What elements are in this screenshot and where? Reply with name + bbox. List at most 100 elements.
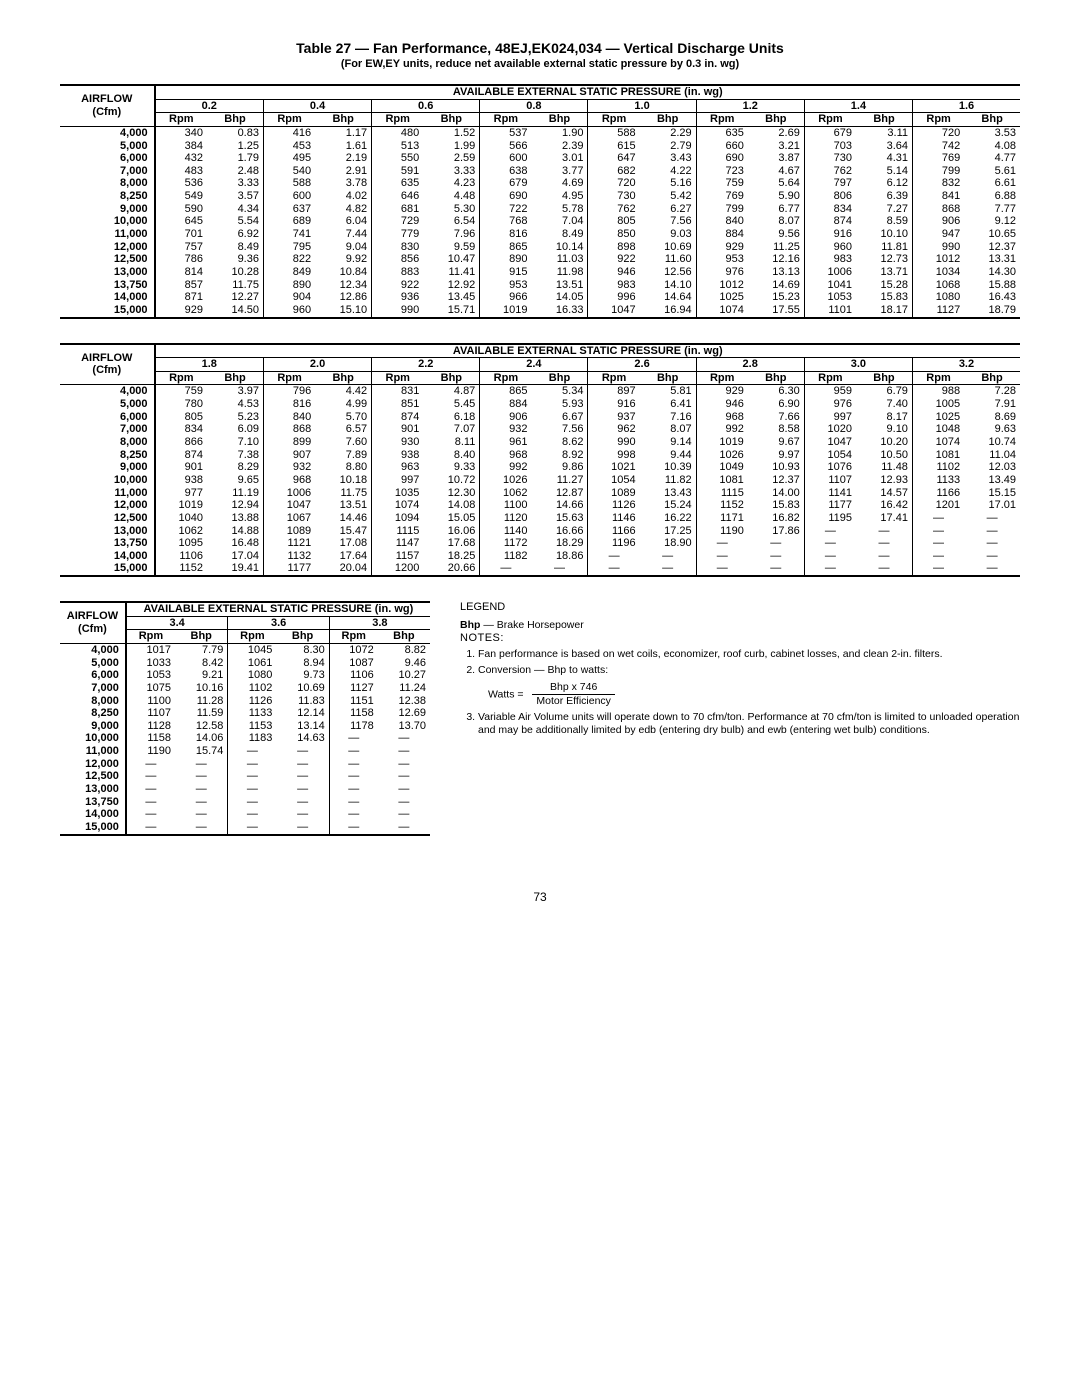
rpm-value: 615 xyxy=(588,140,640,153)
rpm-value: 1182 xyxy=(480,550,532,563)
rpm-value: — xyxy=(126,821,175,835)
bhp-value: 3.64 xyxy=(856,140,912,153)
bhp-value: 4.34 xyxy=(207,203,263,216)
bhp-value: 8.42 xyxy=(175,657,228,670)
rpm-value: 340 xyxy=(155,126,207,139)
rpm-header: Rpm xyxy=(155,113,207,127)
airflow-value: 10,000 xyxy=(60,732,126,745)
bhp-value: 19.41 xyxy=(207,562,263,576)
rpm-value: 600 xyxy=(480,152,532,165)
airflow-value: 15,000 xyxy=(60,821,126,835)
bhp-value: — xyxy=(175,808,228,821)
rpm-value: 1120 xyxy=(480,512,532,525)
airflow-value: 12,000 xyxy=(60,758,126,771)
rpm-value: 1005 xyxy=(912,398,964,411)
rpm-value: 938 xyxy=(155,474,207,487)
rpm-value: 588 xyxy=(263,177,315,190)
bhp-value: 4.42 xyxy=(315,385,371,398)
rpm-value: 868 xyxy=(913,203,965,216)
rpm-value: 1047 xyxy=(804,436,856,449)
rpm-value: 916 xyxy=(804,228,856,241)
bhp-value: 13.31 xyxy=(964,253,1020,266)
pressure-col: 3.6 xyxy=(228,616,329,630)
available-pressure-header: AVAILABLE EXTERNAL STATIC PRESSURE (in. … xyxy=(126,602,430,616)
bhp-value: — xyxy=(964,525,1020,538)
bhp-value: — xyxy=(856,562,912,576)
bhp-value: — xyxy=(276,821,329,835)
bhp-value: — xyxy=(276,808,329,821)
rpm-value: — xyxy=(329,783,377,796)
bhp-value: 11.03 xyxy=(531,253,587,266)
bhp-value: 11.98 xyxy=(531,266,587,279)
bhp-value: 12.37 xyxy=(748,474,804,487)
bhp-value: 16.66 xyxy=(532,525,588,538)
rpm-value: 797 xyxy=(804,177,856,190)
bhp-value: 9.56 xyxy=(748,228,804,241)
bhp-value: 17.04 xyxy=(207,550,263,563)
bhp-value: 10.50 xyxy=(856,449,912,462)
rpm-value: 1101 xyxy=(804,304,856,318)
bhp-value: 10.28 xyxy=(207,266,263,279)
bhp-value: 2.39 xyxy=(531,140,587,153)
rpm-value: 1126 xyxy=(228,695,276,708)
bhp-value: 10.69 xyxy=(640,241,696,254)
rpm-value: 1025 xyxy=(912,411,964,424)
rpm-value: 906 xyxy=(913,215,965,228)
rpm-value: — xyxy=(228,808,276,821)
bhp-value: 7.56 xyxy=(640,215,696,228)
rpm-value: 857 xyxy=(155,279,207,292)
rpm-value: — xyxy=(228,770,276,783)
legend-bhp: Bhp — Brake Horsepower xyxy=(460,619,1020,632)
airflow-value: 8,000 xyxy=(60,177,155,190)
rpm-value: 930 xyxy=(372,436,424,449)
bhp-value: 1.52 xyxy=(423,126,479,139)
bhp-value: 10.18 xyxy=(315,474,371,487)
pressure-col: 1.4 xyxy=(804,99,912,113)
bhp-value: 8.11 xyxy=(423,436,479,449)
bhp-value: 9.65 xyxy=(207,474,263,487)
airflow-value: 5,000 xyxy=(60,140,155,153)
bhp-value: 3.11 xyxy=(856,126,912,139)
rpm-header: Rpm xyxy=(480,113,532,127)
bhp-value: 5.45 xyxy=(423,398,479,411)
bhp-value: 2.59 xyxy=(423,152,479,165)
bhp-value: 8.17 xyxy=(856,411,912,424)
bhp-value: 14.30 xyxy=(964,266,1020,279)
bhp-value: — xyxy=(175,758,228,771)
bhp-value: 14.57 xyxy=(856,487,912,500)
rpm-value: 679 xyxy=(804,126,856,139)
rpm-value: 1128 xyxy=(126,720,175,733)
airflow-value: 10,000 xyxy=(60,474,155,487)
rpm-value: 1020 xyxy=(804,423,856,436)
bhp-value: 15.83 xyxy=(748,499,804,512)
bhp-value: 5.16 xyxy=(640,177,696,190)
bhp-value: — xyxy=(378,758,430,771)
bhp-value: — xyxy=(175,783,228,796)
rpm-value: 549 xyxy=(155,190,207,203)
rpm-value: 795 xyxy=(263,241,315,254)
rpm-value: 866 xyxy=(155,436,207,449)
bhp-value: 2.79 xyxy=(640,140,696,153)
rpm-value: — xyxy=(804,525,856,538)
rpm-value: 983 xyxy=(588,279,640,292)
fan-table-3: AIRFLOW(Cfm)AVAILABLE EXTERNAL STATIC PR… xyxy=(60,601,430,836)
bhp-header: Bhp xyxy=(640,371,696,385)
rpm-value: 1201 xyxy=(912,499,964,512)
rpm-value: 1047 xyxy=(588,304,640,318)
bhp-value: 7.56 xyxy=(532,423,588,436)
rpm-value: 834 xyxy=(804,203,856,216)
bhp-value: 10.16 xyxy=(175,682,228,695)
rpm-value: 1157 xyxy=(372,550,424,563)
bhp-value: — xyxy=(276,783,329,796)
rpm-value: 897 xyxy=(588,385,640,398)
rpm-value: 883 xyxy=(372,266,424,279)
bhp-header: Bhp xyxy=(748,371,804,385)
pressure-col: 0.4 xyxy=(263,99,371,113)
bhp-value: 11.24 xyxy=(378,682,430,695)
rpm-value: 1033 xyxy=(126,657,175,670)
rpm-value: 960 xyxy=(804,241,856,254)
airflow-header: AIRFLOW(Cfm) xyxy=(60,85,155,126)
bhp-value: 10.84 xyxy=(315,266,371,279)
bhp-value: 7.04 xyxy=(531,215,587,228)
bhp-value: — xyxy=(276,745,329,758)
